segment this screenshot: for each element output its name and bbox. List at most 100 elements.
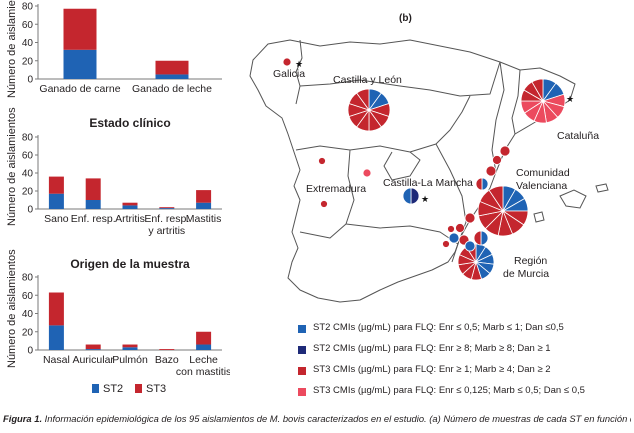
- chart3-category-label: con mastitis: [176, 366, 230, 378]
- chart2-category-label: Sano: [44, 213, 69, 225]
- chart1-category-label: Ganado de leche: [132, 83, 212, 95]
- legend-st3-label: ST3: [146, 383, 167, 395]
- region-label-galicia: Galicia: [273, 68, 306, 80]
- chart1-bar-st2: [63, 49, 97, 79]
- chart2-ytick-label: 40: [22, 169, 34, 180]
- chart3-bar-st2: [48, 325, 64, 350]
- chart2-bar-st2: [196, 202, 212, 209]
- chart2-ytick-label: 20: [22, 187, 34, 198]
- chart1-bar-st2: [155, 74, 189, 79]
- chart2-category-label: y artritis: [148, 225, 185, 237]
- chart3-category-label: Auricular: [72, 354, 114, 366]
- chart3-bar-st3: [122, 344, 138, 348]
- map-pie-slice: [318, 157, 326, 165]
- chart1-category-label: Ganado de carne: [39, 83, 120, 95]
- chart2-category-label: Enf. resp.: [144, 213, 189, 225]
- chart2-bar-st2: [85, 200, 101, 209]
- chart1-bar-st3: [63, 8, 97, 50]
- map-pie-slice: [402, 187, 412, 205]
- map-pie-slice: [473, 230, 482, 246]
- chart3-ytick-label: 40: [22, 309, 34, 320]
- caption-text: Información epidemiológica de los 95 ais…: [42, 413, 631, 424]
- map-legend-text-4: ST3 CMIs (µg/mL) para FLQ: Enr ≤ 0,125; …: [313, 385, 585, 396]
- chart2-category-label: Enf. resp.: [71, 213, 116, 225]
- chart2-bar-st3: [159, 207, 175, 209]
- chart2-ytick-label: 60: [22, 151, 34, 162]
- chart3-category-label: Pulmón: [112, 354, 148, 366]
- island-menorca: [595, 183, 609, 193]
- chart2-category-label: Mastitis: [186, 213, 222, 225]
- chart3-bar-st2: [196, 344, 212, 350]
- chart2-bar-st3: [122, 202, 138, 206]
- map-legend-text-3: ST3 CMIs (µg/mL) para FLQ: Enr ≥ 1; Marb…: [313, 364, 551, 375]
- chart2-ylabel: Número de aislamientos: [6, 107, 18, 226]
- star-cataluna: ★: [566, 94, 574, 104]
- map-legend-swatch-1: [298, 325, 306, 333]
- map-pie-slice: [455, 223, 465, 233]
- chart2-title: Estado clínico: [89, 116, 171, 130]
- map-legend-text-1: ST2 CMIs (µg/mL) para FLQ: Enr ≤ 0,5; Ma…: [313, 322, 564, 333]
- border-catalonia: [511, 69, 521, 135]
- map-pie-slice: [448, 232, 460, 244]
- map-pie-slice: [442, 240, 450, 248]
- region-label-cataluna: Cataluña: [557, 130, 600, 142]
- map-pie-slice: [480, 230, 489, 246]
- chart3-bar-st2: [122, 347, 138, 350]
- chart3-ytick-label: 20: [22, 327, 34, 338]
- island-mallorca: [559, 189, 587, 209]
- map-pie-slice: [410, 187, 420, 205]
- chart2-ytick-label: 80: [22, 133, 34, 144]
- chart3-bar-st3: [196, 331, 212, 345]
- spain-map: ★ ★ ★: [249, 39, 609, 303]
- border-galicia: [295, 39, 303, 105]
- map-pie-slice: [464, 240, 476, 252]
- map-pie-slice: [488, 185, 504, 213]
- region-label-extremadura: Extremadura: [306, 183, 367, 195]
- border-madrid: [383, 151, 421, 181]
- chart1-ytick-label: 40: [22, 38, 34, 49]
- region-label-valenciana-1: Comunidad: [516, 167, 570, 179]
- chart3-bar-st3: [48, 292, 64, 326]
- chart2-ytick-label: 0: [27, 205, 33, 216]
- map-pie-slice: [447, 225, 455, 233]
- region-label-castilla-mancha: Castilla-La Mancha: [383, 177, 473, 189]
- star-galicia: ★: [295, 59, 303, 69]
- chart1-ytick-label: 80: [22, 2, 34, 13]
- chart1-ytick-label: 0: [27, 75, 33, 86]
- chart1-ylabel: Número de aislamientos: [6, 0, 18, 98]
- star-castilla-mancha: ★: [421, 194, 429, 204]
- bar-charts: 0 20 40 60 80 Ganado de carne Ganado de leche 0…: [22, 2, 230, 379]
- chart3-category-label: Leche: [189, 354, 218, 366]
- chart2-bar-st2: [48, 193, 64, 209]
- chart3-ytick-label: 60: [22, 291, 34, 302]
- chart3-bar-st2: [85, 349, 101, 350]
- legend-st2-swatch: [92, 384, 99, 393]
- map-pie-slice: [531, 78, 544, 103]
- map-legend-swatch-3: [298, 367, 306, 375]
- map-pie-slice: [362, 168, 372, 178]
- chart3-title: Origen de la muestra: [70, 257, 190, 271]
- map-pie-slice: [356, 88, 370, 112]
- chart2-bar-st2: [159, 208, 175, 209]
- chart3-ytick-label: 80: [22, 273, 34, 284]
- chart3-category-label: Bazo: [155, 354, 179, 366]
- chart2-bar-st2: [122, 205, 138, 209]
- chart3-ytick-label: 0: [27, 346, 33, 357]
- map-pie-slice: [485, 165, 497, 177]
- border-andalucia: [345, 223, 459, 263]
- map-legend-swatch-4: [298, 388, 306, 396]
- chart3-bar-st3: [159, 349, 175, 350]
- map-pie-slice: [475, 177, 483, 191]
- region-label-castilla-leon: Castilla y León: [333, 74, 402, 86]
- chart2-bar-st3: [85, 178, 101, 200]
- map-pie-slice: [464, 212, 476, 224]
- chart3-category-label: Nasal: [43, 354, 70, 366]
- border-extremadura: [299, 149, 355, 239]
- chart3-bar-st3: [85, 344, 101, 350]
- chart2-bar-st3: [196, 190, 212, 203]
- map-pie-slice: [499, 145, 511, 157]
- figure-caption: Figura 1. Información epidemiológica de …: [3, 413, 631, 424]
- chart2-bar-st3: [48, 176, 64, 194]
- map-pie-slice: [481, 177, 489, 191]
- map-pie-slice: [492, 155, 502, 165]
